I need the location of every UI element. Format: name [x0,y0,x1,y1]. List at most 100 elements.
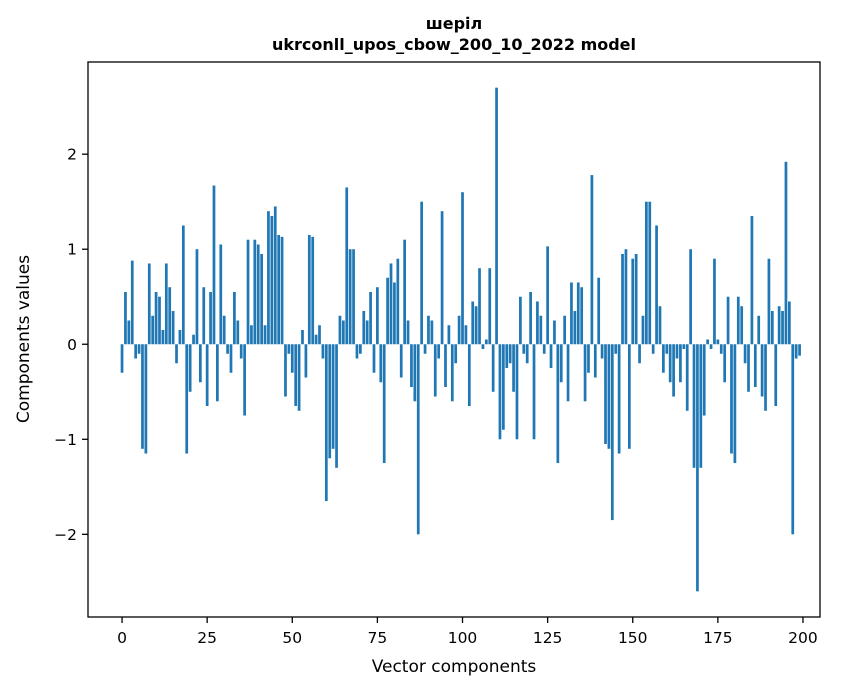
bar [151,315,155,345]
bar [427,315,430,345]
bar [471,301,475,345]
bar [645,201,648,345]
x-tick-label: 150 [618,629,648,647]
bar [638,344,641,364]
bar [277,234,281,345]
bar [447,325,451,345]
plot-border [87,61,821,618]
bar [587,344,590,373]
bar [185,344,189,454]
bar [590,175,594,345]
bar [713,258,716,345]
bar [284,344,287,397]
bar [202,287,206,345]
bar [454,344,458,364]
bar [607,344,611,449]
bar [348,249,352,345]
bar [675,344,679,359]
bar [147,263,151,345]
bar [478,268,481,345]
bar [529,291,532,345]
bar [651,344,655,354]
bar [576,282,580,345]
bar [328,344,332,459]
y-tick-label: 0 [67,336,77,354]
bar [212,185,216,345]
bar [665,344,669,354]
bar [549,344,553,369]
bar [546,246,549,345]
bar [396,258,400,345]
bar [730,344,733,454]
bar [747,344,750,392]
bar [287,344,291,354]
bar [267,211,270,345]
bar [318,325,321,345]
bar [542,344,546,354]
bar [474,306,478,345]
x-tick-label: 0 [117,629,127,647]
bar [461,192,464,345]
chart-title: шеріл [425,14,483,33]
x-tick-label: 50 [282,629,302,647]
bar [304,344,308,378]
bar [226,344,229,354]
bar [563,315,567,345]
bar [624,249,628,345]
bar [158,296,161,345]
bar [723,344,727,383]
bar [219,244,223,345]
bar [617,344,621,454]
bar [539,315,543,345]
bar [399,344,403,378]
bar [573,310,577,345]
bar [389,263,393,345]
bar [457,315,461,345]
bar [127,320,131,345]
bar [726,296,730,345]
bar [777,306,781,345]
bar [559,344,563,383]
bar [648,201,652,345]
bar [627,344,631,449]
bar [420,201,424,345]
bar [369,291,372,345]
bar [137,344,141,354]
bar [331,344,335,449]
bar [593,344,597,378]
bar [753,344,757,388]
bar [423,344,427,354]
bar [696,344,699,592]
bar [491,344,495,392]
bar [236,320,240,345]
bar [440,211,444,345]
bar [641,315,645,345]
chart-subtitle: ukrconll_upos_cbow_200_10_2022 model [271,35,637,54]
bar [467,344,471,407]
y-tick-label: −1 [54,431,77,449]
bar [570,282,573,345]
bar [502,344,505,430]
bar [536,301,539,345]
bar [788,301,791,345]
bar [321,344,325,359]
bar [273,206,277,345]
x-tick-label: 75 [368,629,388,647]
bar [120,344,124,373]
bar [175,344,178,364]
bar [757,315,761,345]
bar [239,344,243,359]
bar [522,344,526,354]
bar [764,344,767,411]
bar [450,344,454,402]
bar [532,344,536,440]
bar [352,249,355,345]
bar [614,344,618,354]
bar [498,344,502,440]
bar [161,330,165,345]
bar [229,344,233,373]
bar [154,291,158,345]
bar [250,325,253,345]
x-tick-label: 175 [703,629,733,647]
